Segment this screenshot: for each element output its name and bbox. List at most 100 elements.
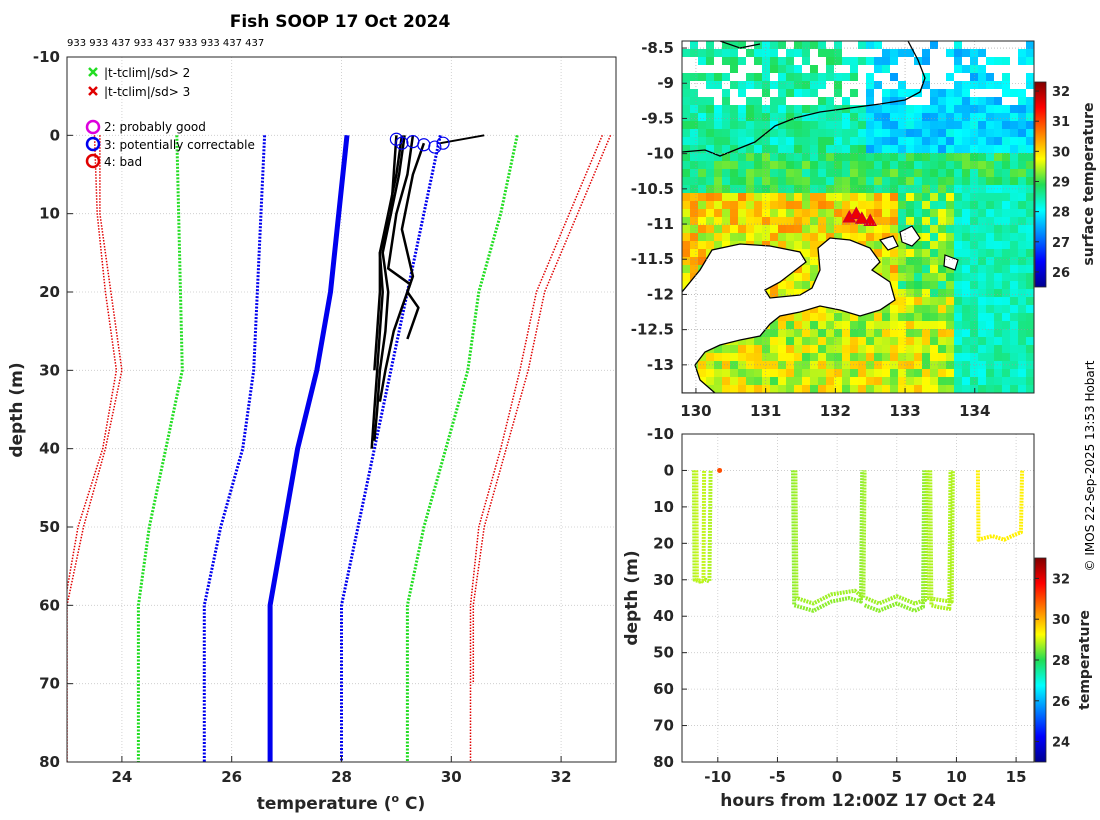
sst-pixel — [986, 369, 994, 377]
sst-pixel — [930, 345, 938, 353]
sst-pixel — [922, 257, 930, 265]
sst-pixel — [794, 129, 802, 137]
sst-pixel — [850, 65, 858, 73]
sst-pixel — [938, 105, 946, 113]
sst-pixel — [802, 281, 810, 289]
sst-pixel — [794, 321, 802, 329]
sst-pixel — [722, 97, 730, 105]
sst-pixel — [682, 153, 690, 161]
sst-pixel — [898, 297, 906, 305]
sst-pixel — [826, 177, 834, 185]
sst-pixel — [946, 233, 954, 241]
sst-pixel — [1026, 385, 1034, 393]
sst-pixel — [714, 169, 722, 177]
sst-pixel — [730, 169, 738, 177]
sst-pixel — [994, 201, 1002, 209]
sst-pixel — [714, 129, 722, 137]
sst-pixel — [794, 81, 802, 89]
sst-pixel — [930, 161, 938, 169]
sst-pixel — [810, 169, 818, 177]
sst-pixel — [786, 73, 794, 81]
map-frame — [681, 40, 1035, 394]
sst-pixel — [850, 313, 858, 321]
sst-pixel — [938, 121, 946, 129]
sst-pixel — [810, 209, 818, 217]
sst-pixel — [882, 49, 890, 57]
sst-pixel — [738, 41, 746, 49]
sst-pixel — [802, 353, 810, 361]
sst-pixel — [906, 329, 914, 337]
sst-pixel — [906, 273, 914, 281]
sst-pixel — [1002, 273, 1010, 281]
surface-temperature-map: 130 131 132 133 134 -8.5-9-9.5-10-10.5-11-11… — [631, 39, 1097, 420]
sst-pixel — [978, 273, 986, 281]
sst-pixel — [970, 169, 978, 177]
sst-pixel — [730, 153, 738, 161]
sst-pixel — [722, 41, 730, 49]
sst-pixel — [970, 353, 978, 361]
sst-pixel — [810, 257, 818, 265]
sst-pixel — [898, 337, 906, 345]
sst-pixel — [810, 249, 818, 257]
sst-pixel — [802, 233, 810, 241]
sst-pixel — [722, 169, 730, 177]
sst-pixel — [922, 377, 930, 385]
sst-pixel — [826, 153, 834, 161]
sst-pixel — [866, 97, 874, 105]
sst-pixel — [1002, 209, 1010, 217]
sst-pixel — [1002, 385, 1010, 393]
sst-pixel — [1002, 257, 1010, 265]
y-tick-label: 80 — [653, 753, 674, 771]
sst-pixel — [906, 177, 914, 185]
sst-pixel — [898, 385, 906, 393]
sst-pixel — [770, 97, 778, 105]
sst-pixel — [810, 145, 818, 153]
sst-pixel — [890, 225, 898, 233]
sst-pixel — [946, 129, 954, 137]
sst-pixel — [826, 129, 834, 137]
sst-pixel — [930, 193, 938, 201]
sst-pixel — [994, 273, 1002, 281]
sst-pixel — [1026, 73, 1034, 81]
sst-pixel — [994, 225, 1002, 233]
sst-pixel — [986, 345, 994, 353]
y-tick-label: -10 — [647, 425, 674, 443]
sst-pixel — [786, 217, 794, 225]
sst-pixel — [866, 185, 874, 193]
sst-pixel — [962, 209, 970, 217]
sst-pixel — [826, 169, 834, 177]
sst-pixel — [770, 145, 778, 153]
sst-pixel — [922, 153, 930, 161]
sst-pixel — [906, 169, 914, 177]
sst-pixel — [890, 217, 898, 225]
sst-pixel — [914, 185, 922, 193]
sst-pixel — [738, 337, 746, 345]
sst-pixel — [794, 105, 802, 113]
sst-pixel — [922, 73, 930, 81]
sst-pixel — [794, 241, 802, 249]
sst-pixel — [1002, 57, 1010, 65]
sst-pixel — [938, 145, 946, 153]
sst-pixel — [970, 233, 978, 241]
sst-pixel — [1026, 377, 1034, 385]
sst-pixel — [722, 73, 730, 81]
sst-pixel — [978, 257, 986, 265]
sst-pixel — [1010, 217, 1018, 225]
sst-pixel — [810, 241, 818, 249]
sst-pixel — [770, 185, 778, 193]
sst-pixel — [938, 321, 946, 329]
sst-pixel — [802, 345, 810, 353]
sst-pixel — [690, 201, 698, 209]
sst-pixel — [826, 209, 834, 217]
sst-pixel — [714, 73, 722, 81]
sst-pixel — [914, 337, 922, 345]
sst-pixel — [962, 129, 970, 137]
sst-pixel — [1018, 353, 1026, 361]
sst-pixel — [986, 201, 994, 209]
sst-pixel — [922, 121, 930, 129]
legend-entry-red-x: |t-tclim|/sd> 3 — [88, 85, 190, 99]
sst-pixel — [1018, 257, 1026, 265]
sst-pixel — [922, 193, 930, 201]
colorbar-tick-label: 30 — [1052, 613, 1070, 628]
sst-pixel — [866, 241, 874, 249]
